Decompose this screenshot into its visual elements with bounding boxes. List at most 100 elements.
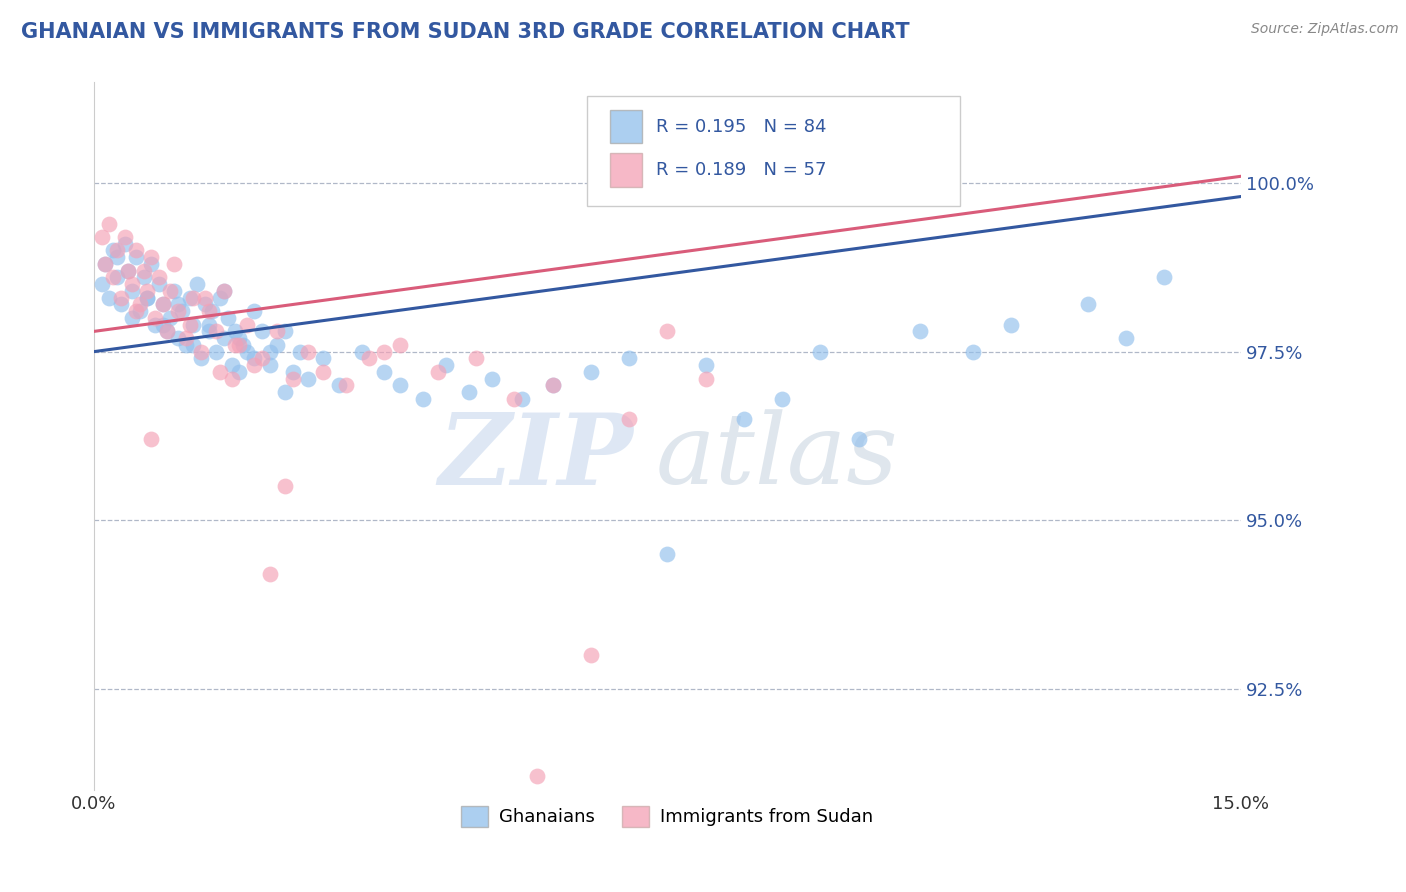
Point	[117, 263, 139, 277]
Point	[503, 392, 526, 406]
Point	[110, 297, 132, 311]
Point	[335, 378, 357, 392]
Point	[579, 648, 602, 662]
Text: ZIP: ZIP	[437, 409, 633, 506]
Point	[90, 277, 112, 292]
Text: R = 0.189   N = 57: R = 0.189 N = 57	[657, 161, 827, 179]
Point	[136, 291, 159, 305]
Point	[657, 325, 679, 339]
Point	[359, 351, 381, 366]
Point	[350, 344, 373, 359]
Point	[388, 378, 411, 392]
Point	[110, 291, 132, 305]
Point	[197, 325, 219, 339]
Point	[90, 230, 112, 244]
Point	[236, 318, 259, 332]
Point	[481, 371, 503, 385]
Point	[250, 325, 273, 339]
Point	[155, 325, 177, 339]
Point	[274, 325, 297, 339]
Point	[541, 378, 564, 392]
Point	[117, 263, 139, 277]
Point	[1153, 270, 1175, 285]
Point	[510, 392, 533, 406]
Point	[170, 304, 193, 318]
Point	[128, 297, 150, 311]
Point	[217, 310, 239, 325]
Point	[174, 331, 197, 345]
Point	[848, 432, 870, 446]
Point	[236, 344, 259, 359]
Point	[427, 365, 450, 379]
Point	[205, 325, 228, 339]
Point	[1077, 297, 1099, 311]
Point	[695, 371, 717, 385]
Point	[94, 257, 117, 271]
Point	[181, 318, 204, 332]
Text: atlas: atlas	[657, 409, 898, 505]
FancyBboxPatch shape	[610, 110, 643, 144]
Point	[266, 338, 288, 352]
Point	[617, 412, 640, 426]
Point	[98, 291, 121, 305]
Point	[190, 344, 212, 359]
Point	[232, 338, 254, 352]
Point	[105, 270, 128, 285]
Point	[266, 325, 288, 339]
Point	[328, 378, 350, 392]
Point	[526, 769, 548, 783]
Point	[152, 318, 174, 332]
Point	[197, 304, 219, 318]
Point	[121, 284, 143, 298]
Point	[243, 351, 266, 366]
Point	[209, 291, 232, 305]
Point	[312, 365, 335, 379]
Point	[212, 331, 235, 345]
Point	[212, 284, 235, 298]
Point	[259, 358, 281, 372]
Point	[465, 351, 488, 366]
Point	[617, 351, 640, 366]
Point	[114, 236, 136, 251]
Point	[373, 344, 395, 359]
Point	[228, 365, 250, 379]
Point	[101, 244, 124, 258]
Point	[281, 365, 304, 379]
Point	[167, 304, 190, 318]
Legend: Ghanaians, Immigrants from Sudan: Ghanaians, Immigrants from Sudan	[454, 798, 880, 834]
Point	[125, 304, 148, 318]
Point	[194, 291, 217, 305]
Point	[132, 270, 155, 285]
Point	[274, 385, 297, 400]
Point	[121, 277, 143, 292]
Point	[657, 547, 679, 561]
Point	[152, 297, 174, 311]
Point	[434, 358, 457, 372]
Point	[159, 310, 181, 325]
Point	[228, 338, 250, 352]
Point	[141, 257, 163, 271]
Point	[412, 392, 434, 406]
Point	[224, 325, 246, 339]
Point	[243, 358, 266, 372]
Point	[770, 392, 793, 406]
Point	[155, 325, 177, 339]
Point	[541, 378, 564, 392]
Point	[1000, 318, 1022, 332]
Point	[94, 257, 117, 271]
Point	[194, 297, 217, 311]
Point	[167, 331, 190, 345]
Point	[136, 291, 159, 305]
Point	[125, 250, 148, 264]
Point	[221, 371, 243, 385]
Point	[212, 284, 235, 298]
Point	[457, 385, 479, 400]
FancyBboxPatch shape	[610, 153, 643, 187]
Point	[148, 277, 170, 292]
Point	[114, 230, 136, 244]
Point	[733, 412, 755, 426]
Point	[105, 250, 128, 264]
Point	[101, 270, 124, 285]
Point	[152, 297, 174, 311]
Point	[312, 351, 335, 366]
